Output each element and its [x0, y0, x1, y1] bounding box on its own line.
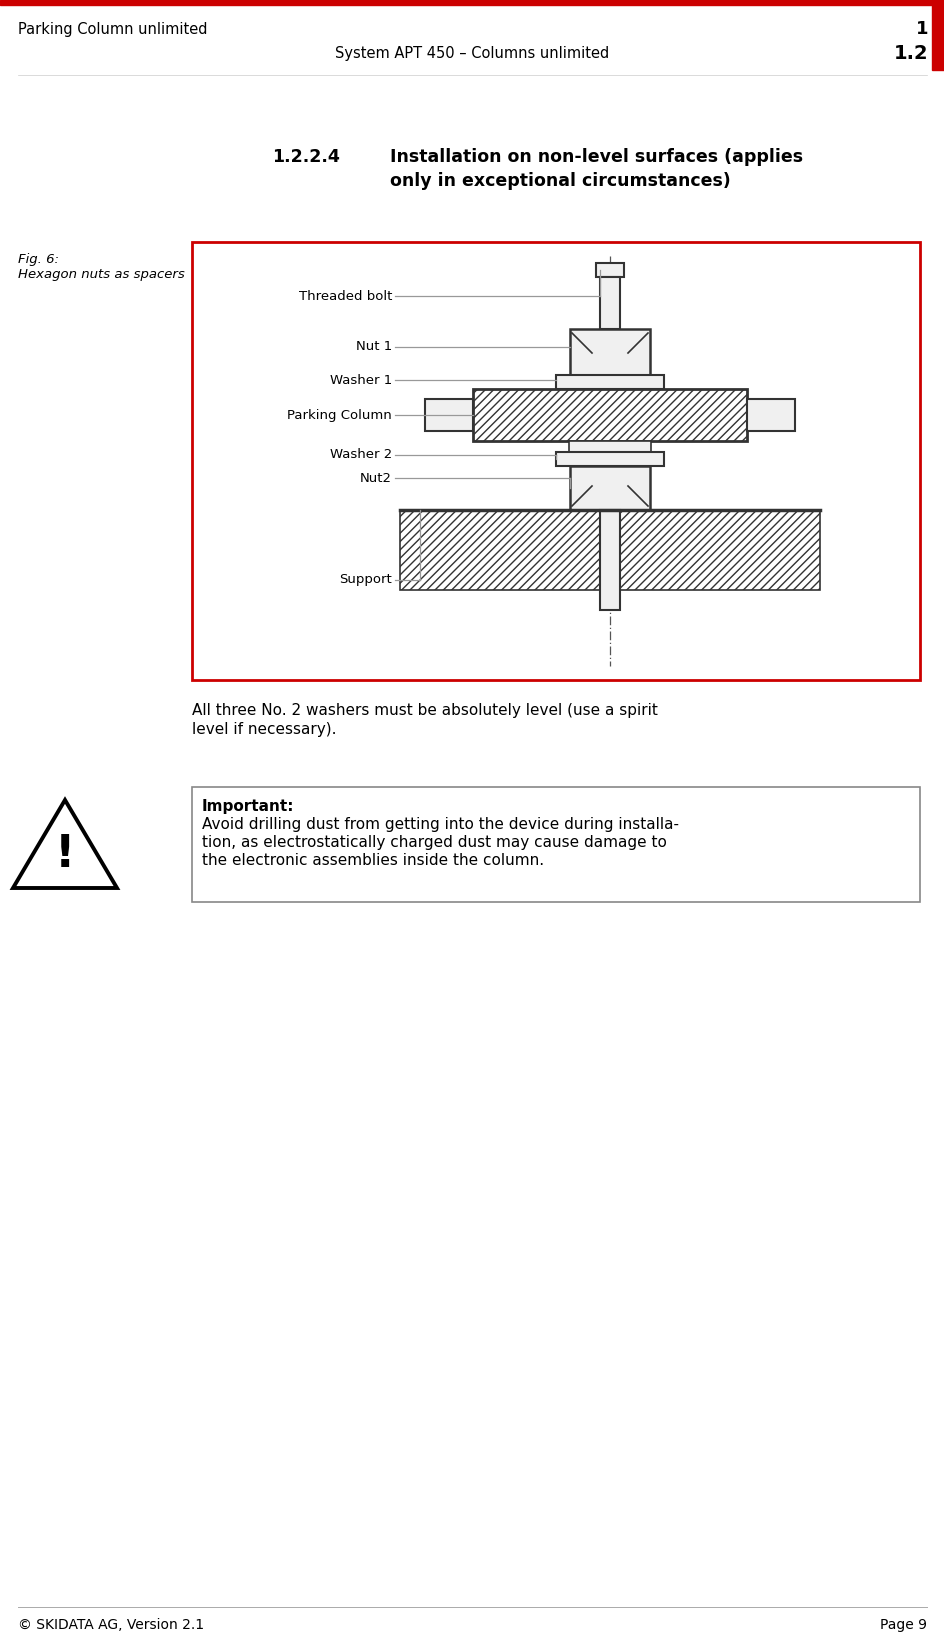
- Bar: [555, 452, 664, 466]
- Text: tion, as electrostatically charged dust may cause damage to: tion, as electrostatically charged dust …: [202, 834, 666, 851]
- Bar: [192, 787, 919, 901]
- Polygon shape: [13, 800, 117, 888]
- Text: Fig. 6:: Fig. 6:: [18, 254, 59, 267]
- Bar: [931, 0, 944, 70]
- Bar: [399, 510, 819, 591]
- Text: System APT 450 – Columns unlimited: System APT 450 – Columns unlimited: [334, 46, 609, 61]
- Bar: [569, 466, 649, 510]
- Text: level if necessary).: level if necessary).: [192, 721, 336, 736]
- Bar: [555, 375, 664, 389]
- Text: !: !: [55, 833, 76, 875]
- Text: © SKIDATA AG, Version 2.1: © SKIDATA AG, Version 2.1: [18, 1618, 204, 1633]
- Text: Washer 2: Washer 2: [329, 448, 392, 461]
- Text: Parking Column unlimited: Parking Column unlimited: [18, 21, 208, 38]
- Text: the electronic assemblies inside the column.: the electronic assemblies inside the col…: [202, 852, 544, 869]
- Text: All three No. 2 washers must be absolutely level (use a spirit: All three No. 2 washers must be absolute…: [192, 703, 657, 718]
- Text: Support: Support: [339, 574, 392, 586]
- Bar: [599, 510, 619, 610]
- Text: Threaded bolt: Threaded bolt: [298, 290, 392, 303]
- Bar: [425, 399, 473, 430]
- Text: Nut2: Nut2: [360, 471, 392, 484]
- Bar: [596, 263, 623, 276]
- Text: Parking Column: Parking Column: [287, 409, 392, 422]
- Text: Nut 1: Nut 1: [355, 340, 392, 353]
- Bar: [599, 276, 619, 329]
- Text: Important:: Important:: [202, 798, 295, 815]
- Bar: [569, 329, 649, 375]
- Bar: [746, 399, 794, 430]
- Text: only in exceptional circumstances): only in exceptional circumstances): [390, 172, 730, 190]
- Text: Installation on non-level surfaces (applies: Installation on non-level surfaces (appl…: [390, 147, 802, 165]
- Text: Hexagon nuts as spacers: Hexagon nuts as spacers: [18, 268, 185, 281]
- Text: Page 9: Page 9: [879, 1618, 926, 1633]
- Text: 1: 1: [915, 20, 927, 38]
- Text: 1.2.2.4: 1.2.2.4: [272, 147, 340, 165]
- Text: 1.2: 1.2: [892, 44, 927, 64]
- Text: Washer 1: Washer 1: [329, 373, 392, 386]
- Bar: [0, 0, 944, 5]
- Bar: [192, 242, 919, 681]
- Text: Avoid drilling dust from getting into the device during installa-: Avoid drilling dust from getting into th…: [202, 816, 679, 833]
- Bar: [568, 442, 650, 453]
- Bar: [473, 389, 746, 442]
